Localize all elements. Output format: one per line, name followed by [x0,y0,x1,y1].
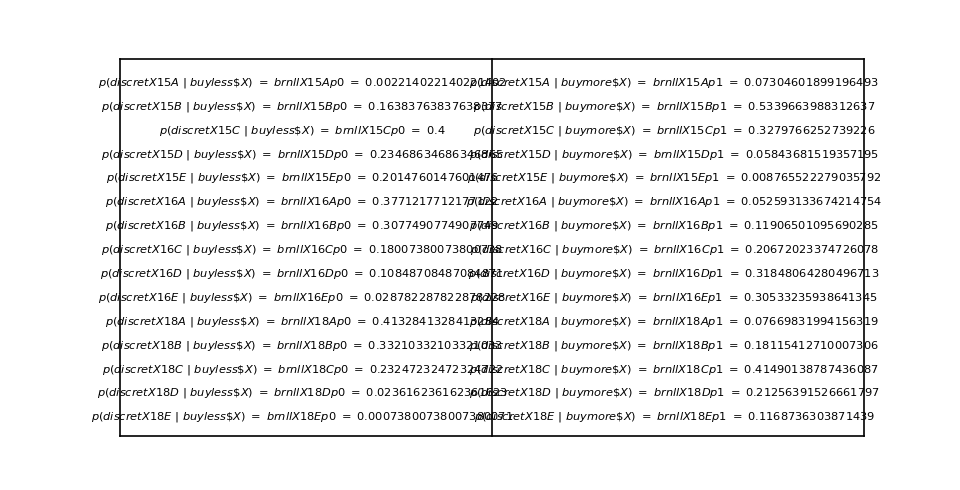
Text: $\mathit{p(discretX15D\ |\ buyless\$X)\ =\ brnllX15Dp0\ =\ 0.23468634686346865}$: $\mathit{p(discretX15D\ |\ buyless\$X)\ … [101,147,504,162]
Text: $\mathit{p(discretX16A\ |\ buymore\$X)\ =\ brnllX16Ap1\ =\ 0.052593133674214754}: $\mathit{p(discretX16A\ |\ buymore\$X)\ … [466,196,882,209]
Text: $\mathit{p(discretX18B\ |\ buyless\$X)\ =\ brnllX18Bp0\ =\ 0.33210332103321033}$: $\mathit{p(discretX18B\ |\ buyless\$X)\ … [102,339,503,353]
Text: $\mathit{p(discretX16E\ |\ buymore\$X)\ =\ brnllX16Ep1\ =\ 0.30533235938641345}$: $\mathit{p(discretX16E\ |\ buymore\$X)\ … [470,291,878,305]
Text: $\mathit{p(discretX16E\ |\ buyless\$X)\ =\ brnllX16Ep0\ =\ 0.028782287822878228}: $\mathit{p(discretX16E\ |\ buyless\$X)\ … [98,291,506,305]
Text: $\mathit{p(discretX18E\ |\ buyless\$X)\ =\ brnllX18Ep0\ =\ 0.0007380073800738007: $\mathit{p(discretX18E\ |\ buyless\$X)\ … [91,410,514,424]
Text: $\mathit{p(discretX16B\ |\ buymore\$X)\ =\ brnllX16Bp1\ =\ 0.11906501095690285}$: $\mathit{p(discretX16B\ |\ buymore\$X)\ … [469,219,879,233]
Text: $\mathit{p(discretX16D\ |\ buymore\$X)\ =\ brnllX16Dp1\ =\ 0.31848064280496713}$: $\mathit{p(discretX16D\ |\ buymore\$X)\ … [468,267,880,281]
Text: $\mathit{p(discretX15B\ |\ buyless\$X)\ =\ brnllX15Bp0\ =\ 0.16383763837638377}$: $\mathit{p(discretX15B\ |\ buyless\$X)\ … [102,100,503,114]
Text: $\mathit{p(discretX15E\ |\ buyless\$X)\ =\ brnllX15Ep0\ =\ 0.2014760147601476}$: $\mathit{p(discretX15E\ |\ buyless\$X)\ … [106,172,499,185]
Text: $\mathit{p(discretX18C\ |\ buymore\$X)\ =\ brnllX18Cp1\ =\ 0.41490138787436087}$: $\mathit{p(discretX18C\ |\ buymore\$X)\ … [469,363,879,377]
Text: $\mathit{p(discretX16B\ |\ buyless\$X)\ =\ brnllX16Bp0\ =\ 0.3077490774907749}$: $\mathit{p(discretX16B\ |\ buyless\$X)\ … [106,219,499,233]
Text: $\mathit{p(discretX18E\ |\ buymore\$X)\ =\ brnllX18Ep1\ =\ 0.1168736303871439}$: $\mathit{p(discretX18E\ |\ buymore\$X)\ … [473,410,875,424]
Text: $\mathit{p(discretX18C\ |\ buyless\$X)\ =\ brnllX18Cp0\ =\ 0.23247232472324722}$: $\mathit{p(discretX18C\ |\ buyless\$X)\ … [102,363,503,377]
Text: $\mathit{p(discretX18B\ |\ buymore\$X)\ =\ brnllX18Bp1\ =\ 0.18115412710007306}$: $\mathit{p(discretX18B\ |\ buymore\$X)\ … [469,339,879,353]
Text: $\mathit{p(discretX16C\ |\ buyless\$X)\ =\ brnllX16Cp0\ =\ 0.18007380073800738}$: $\mathit{p(discretX16C\ |\ buyless\$X)\ … [101,243,503,257]
Text: $\mathit{p(discretX18A\ |\ buymore\$X)\ =\ brnllX18Ap1\ =\ 0.07669831994156319}$: $\mathit{p(discretX18A\ |\ buymore\$X)\ … [469,315,879,329]
Text: $\mathit{p(discretX18D\ |\ buyless\$X)\ =\ brnllX18Dp0\ =\ 0.023616236162361623}: $\mathit{p(discretX18D\ |\ buyless\$X)\ … [97,387,508,400]
Text: $\mathit{p(discretX16C\ |\ buymore\$X)\ =\ brnllX16Cp1\ =\ 0.20672023374726078}$: $\mathit{p(discretX16C\ |\ buymore\$X)\ … [469,243,879,257]
Text: $\mathit{p(discretX15D\ |\ buymore\$X)\ =\ brnllX15Dp1\ =\ 0.05843681519357195}$: $\mathit{p(discretX15D\ |\ buymore\$X)\ … [469,147,879,162]
Text: $\mathit{p(discretX16A\ |\ buyless\$X)\ =\ brnllX16Ap0\ =\ 0.3771217712177122}$: $\mathit{p(discretX16A\ |\ buyless\$X)\ … [106,196,499,209]
Text: $\mathit{p(discretX15B\ |\ buymore\$X)\ =\ brnllX15Bp1\ =\ 0.5339663988312637}$: $\mathit{p(discretX15B\ |\ buymore\$X)\ … [473,100,876,114]
Text: $\mathit{p(discretX15A\ |\ buyless\$X)\ =\ brnllX15Ap0\ =\ 0.002214022140221402}: $\mathit{p(discretX15A\ |\ buyless\$X)\ … [98,76,507,90]
Text: $\mathit{p(discretX16D\ |\ buyless\$X)\ =\ brnllX16Dp0\ =\ 0.10848708487084871}$: $\mathit{p(discretX16D\ |\ buyless\$X)\ … [101,267,504,281]
Text: $\mathit{p(discretX15C\ |\ buymore\$X)\ =\ brnllX15Cp1\ =\ 0.3279766252739226}$: $\mathit{p(discretX15C\ |\ buymore\$X)\ … [473,123,876,138]
Text: $\mathit{p(discretX18D\ |\ buymore\$X)\ =\ brnllX18Dp1\ =\ 0.21256391526661797}$: $\mathit{p(discretX18D\ |\ buymore\$X)\ … [468,387,879,400]
Text: $\mathit{p(discretX18A\ |\ buyless\$X)\ =\ brnllX18Ap0\ =\ 0.4132841328413284}$: $\mathit{p(discretX18A\ |\ buyless\$X)\ … [105,315,500,329]
Text: $\mathit{p(discretX15C\ |\ buyless\$X)\ =\ brnllX15Cp0\ =\ 0.4}$: $\mathit{p(discretX15C\ |\ buyless\$X)\ … [159,123,445,138]
Text: $\mathit{p(discretX15A\ |\ buymore\$X)\ =\ brnllX15Ap1\ =\ 0.07304601899196493}$: $\mathit{p(discretX15A\ |\ buymore\$X)\ … [469,76,879,90]
Text: $\mathit{p(discretX15E\ |\ buymore\$X)\ =\ brnllX15Ep1\ =\ 0.008765522279035792}: $\mathit{p(discretX15E\ |\ buymore\$X)\ … [468,172,881,185]
